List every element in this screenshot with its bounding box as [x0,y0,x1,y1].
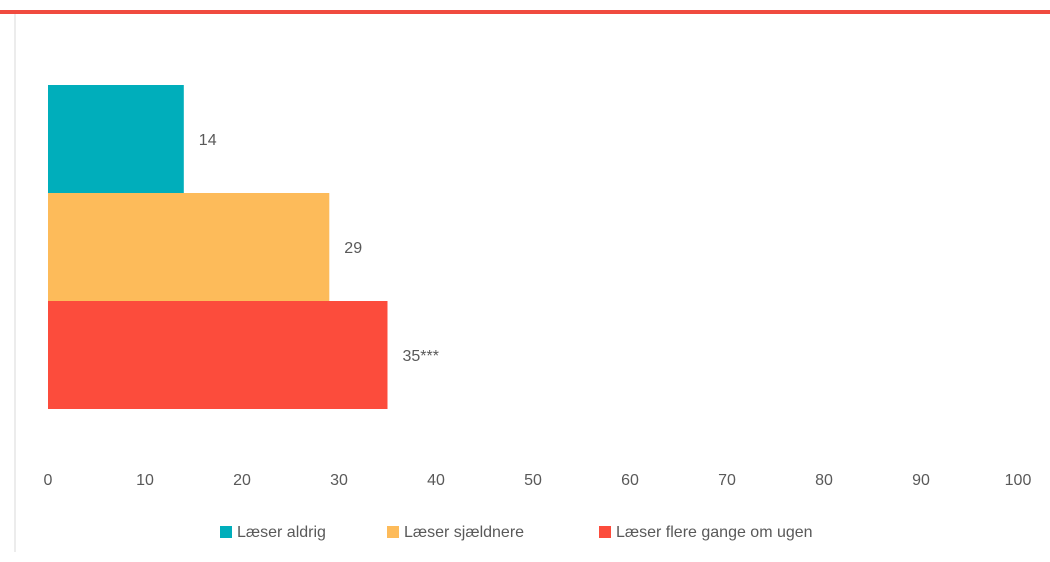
bar [48,193,330,301]
x-tick-label: 20 [233,472,251,489]
legend-swatch [220,526,232,538]
bar [48,301,388,409]
x-tick-label: 30 [330,472,348,489]
bar [48,85,184,193]
x-tick-label: 10 [136,472,154,489]
x-tick-label: 50 [524,472,542,489]
legend-label: Læser sjældnere [404,524,524,541]
legend-label: Læser flere gange om ugen [616,524,813,541]
x-tick-label: 100 [1005,472,1032,489]
x-tick-label: 60 [621,472,639,489]
legend-label: Læser aldrig [237,524,326,541]
data-label: 29 [344,240,362,257]
x-tick-label: 80 [815,472,833,489]
x-tick-label: 90 [912,472,930,489]
x-tick-label: 40 [427,472,445,489]
data-label: 35*** [403,348,439,365]
data-label: 14 [199,132,217,149]
x-tick-label: 70 [718,472,736,489]
x-tick-label: 0 [44,472,53,489]
top-rule [0,10,1050,14]
legend-swatch [387,526,399,538]
legend-swatch [599,526,611,538]
